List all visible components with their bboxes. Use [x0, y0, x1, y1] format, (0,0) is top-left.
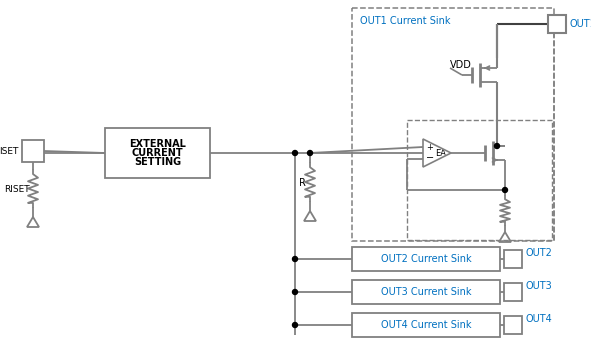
- Text: −: −: [426, 153, 434, 163]
- Bar: [504, 316, 522, 334]
- Text: OUT3 Current Sink: OUT3 Current Sink: [381, 287, 471, 297]
- Bar: [352, 8, 554, 241]
- Text: OUT2 Current Sink: OUT2 Current Sink: [381, 254, 471, 264]
- Bar: [504, 283, 522, 301]
- Text: ISET: ISET: [0, 147, 19, 155]
- Text: EA: EA: [436, 148, 446, 158]
- Circle shape: [293, 257, 297, 262]
- Text: OUT1 Current Sink: OUT1 Current Sink: [360, 16, 450, 26]
- Bar: [548, 15, 566, 33]
- Circle shape: [502, 188, 508, 193]
- Text: CURRENT: CURRENT: [132, 148, 183, 158]
- Text: EXTERNAL: EXTERNAL: [129, 139, 186, 149]
- Text: OUT1: OUT1: [570, 19, 591, 29]
- Bar: [22, 140, 44, 162]
- Text: +: +: [427, 143, 433, 153]
- Text: SETTING: SETTING: [134, 157, 181, 167]
- Bar: [504, 250, 522, 268]
- Bar: [352, 247, 500, 271]
- Text: OUT3: OUT3: [526, 281, 553, 291]
- Circle shape: [293, 290, 297, 295]
- Bar: [407, 120, 552, 240]
- Bar: [352, 313, 500, 337]
- Circle shape: [307, 150, 313, 155]
- Bar: [352, 280, 500, 304]
- Circle shape: [495, 143, 499, 148]
- Text: RISET: RISET: [4, 184, 30, 194]
- Text: VDD: VDD: [450, 60, 472, 70]
- Text: OUT4 Current Sink: OUT4 Current Sink: [381, 320, 471, 330]
- Circle shape: [293, 322, 297, 327]
- Circle shape: [293, 150, 297, 155]
- Text: R: R: [299, 178, 306, 188]
- Text: OUT2: OUT2: [526, 248, 553, 258]
- Bar: [105, 128, 210, 178]
- Text: OUT4: OUT4: [526, 314, 553, 324]
